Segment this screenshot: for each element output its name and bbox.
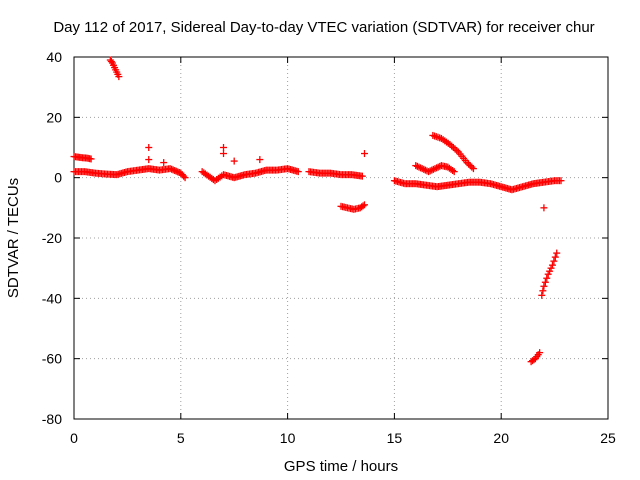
data-point <box>160 159 168 167</box>
y-tick-label: -60 <box>42 351 62 367</box>
data-point <box>450 168 458 176</box>
data-point <box>543 274 551 282</box>
data-point <box>557 177 565 185</box>
y-tick-label: -80 <box>42 411 62 427</box>
grid <box>74 57 608 419</box>
data-point <box>431 165 439 173</box>
data-point <box>220 150 228 158</box>
data-points <box>70 56 565 366</box>
data-point <box>551 253 559 261</box>
y-tick-label: -20 <box>42 230 62 246</box>
data-point <box>541 278 549 286</box>
data-point <box>413 162 421 170</box>
data-point <box>145 144 153 151</box>
data-point <box>418 165 426 173</box>
data-point <box>465 160 473 168</box>
data-point <box>538 291 546 299</box>
x-tick-label: 5 <box>177 430 185 446</box>
data-point <box>421 166 429 174</box>
data-point <box>358 172 366 180</box>
data-point <box>540 204 548 212</box>
data-point <box>230 157 238 165</box>
data-point <box>359 202 367 210</box>
ticks: 0 5 10 15 20 25 40 20 0 -20 -40 -60 -80 <box>42 49 616 446</box>
y-tick-label: 40 <box>46 49 62 65</box>
data-point <box>360 201 368 209</box>
data-point <box>550 257 558 265</box>
data-point <box>256 156 264 164</box>
x-tick-label: 10 <box>280 430 296 446</box>
chart-title: Day 112 of 2017, Sidereal Day-to-day VTE… <box>53 19 594 36</box>
data-point <box>449 167 457 175</box>
data-point <box>294 168 302 176</box>
data-point <box>415 163 423 171</box>
data-point <box>107 58 115 66</box>
data-point <box>540 282 548 290</box>
x-axis-label: GPS time / hours <box>284 458 398 475</box>
x-tick-label: 25 <box>600 430 616 446</box>
data-point <box>468 163 476 171</box>
data-point <box>145 156 153 164</box>
data-point <box>426 167 434 175</box>
x-tick-label: 15 <box>387 430 403 446</box>
x-tick-label: 20 <box>493 430 509 446</box>
data-point <box>87 155 95 163</box>
data-point <box>544 270 552 278</box>
data-point <box>553 249 561 257</box>
data-point <box>548 261 556 269</box>
data-point <box>429 165 437 173</box>
data-point <box>428 166 436 174</box>
y-axis-label: SDTVAR / TECUs <box>5 178 22 298</box>
data-point <box>180 172 188 180</box>
data-point <box>115 73 123 81</box>
data-point <box>420 165 428 173</box>
y-tick-label: 20 <box>46 109 62 125</box>
data-point <box>546 267 554 275</box>
data-point <box>360 150 368 158</box>
data-point <box>539 287 547 295</box>
data-point <box>417 164 425 172</box>
data-point <box>463 159 471 167</box>
data-point <box>220 144 228 151</box>
x-tick-label: 0 <box>70 430 78 446</box>
data-point <box>181 174 189 182</box>
data-point <box>412 162 420 170</box>
data-point <box>536 349 544 357</box>
data-point <box>466 162 474 170</box>
y-tick-label: 0 <box>54 170 62 186</box>
data-point <box>547 264 555 272</box>
data-point <box>469 165 477 173</box>
y-tick-label: -40 <box>42 290 62 306</box>
data-point <box>425 168 433 176</box>
data-point <box>434 163 442 171</box>
data-point <box>433 164 441 172</box>
